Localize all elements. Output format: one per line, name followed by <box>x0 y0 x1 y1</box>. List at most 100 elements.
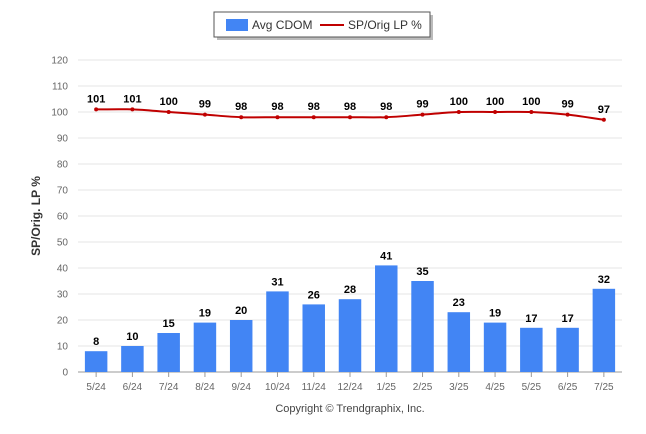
line-data-label: 101 <box>123 93 141 105</box>
bar-data-label: 19 <box>489 308 501 320</box>
y-tick-label: 110 <box>52 82 68 93</box>
line-point <box>529 110 534 114</box>
bar-data-label: 28 <box>344 284 356 296</box>
bar-data-label: 17 <box>561 313 573 325</box>
legend: Avg CDOM SP/Orig LP % <box>213 11 433 40</box>
bar <box>520 327 543 372</box>
line-data-label: 98 <box>271 101 283 113</box>
x-tick-label: 6/25 <box>558 382 578 393</box>
line-point <box>565 112 570 117</box>
line-point <box>493 110 498 114</box>
x-axis-ticks: 5/24 6/24 7/24 8/24 9/24 10/24 11/24 12/24 1/25 2… <box>86 372 614 393</box>
x-tick-label: 6/24 <box>123 382 143 393</box>
y-tick-label: 50 <box>57 238 69 249</box>
bar <box>556 327 579 372</box>
x-tick-label: 5/25 <box>522 382 542 393</box>
bar-data-label: 17 <box>525 313 537 325</box>
line-data-label: 97 <box>598 104 610 116</box>
x-tick-label: 8/24 <box>195 382 215 393</box>
line-point <box>384 115 389 120</box>
y-tick-label: 90 <box>57 134 69 145</box>
bar <box>266 291 289 372</box>
line-point <box>239 115 244 120</box>
bar <box>302 304 325 372</box>
bar <box>157 333 180 372</box>
x-tick-label: 11/24 <box>302 382 327 393</box>
x-tick-label: 10/24 <box>265 382 290 393</box>
line-point <box>601 117 606 122</box>
line-data-label: 99 <box>561 99 573 111</box>
line-point <box>275 115 280 120</box>
bar <box>84 351 108 372</box>
copyright-footer: Copyright © Trendgraphix, Inc. <box>275 403 424 415</box>
line-data-labels: 101 101 100 99 98 98 98 98 98 99 100 100 100 99 97 <box>87 93 610 115</box>
y-tick-label: 80 <box>57 160 69 171</box>
bar-data-labels: 8 10 15 19 20 31 26 28 41 35 23 19 17 17 32 <box>93 250 610 348</box>
y-tick-label: 40 <box>57 264 69 275</box>
x-tick-label: 4/25 <box>485 382 505 393</box>
y-tick-label: 0 <box>62 368 68 379</box>
y-tick-label: 60 <box>57 212 69 223</box>
bar-series <box>84 265 616 372</box>
x-tick-label: 1/25 <box>377 382 397 393</box>
line-point <box>130 107 135 112</box>
y-tick-label: 120 <box>51 56 68 67</box>
bar <box>375 265 398 372</box>
line-point <box>166 110 171 114</box>
bar-data-label: 26 <box>308 289 320 301</box>
line-data-label: 98 <box>308 101 320 113</box>
bar <box>592 288 616 372</box>
bar <box>447 312 471 372</box>
x-tick-label: 7/24 <box>159 382 179 393</box>
bar <box>193 322 217 372</box>
line-data-label: 100 <box>522 96 540 108</box>
bar-data-label: 8 <box>93 336 99 348</box>
line-data-label: 99 <box>199 99 211 111</box>
line-data-label: 101 <box>87 93 105 105</box>
bar-data-label: 23 <box>453 297 465 309</box>
line-point <box>456 110 461 114</box>
x-tick-label: 5/24 <box>86 382 106 393</box>
line-point <box>311 115 316 120</box>
legend-bar-swatch <box>226 19 248 31</box>
y-tick-label: 70 <box>57 186 69 197</box>
bar-data-label: 15 <box>163 318 175 330</box>
x-tick-label: 7/25 <box>594 382 614 393</box>
bar-data-label: 41 <box>380 250 392 262</box>
bar <box>483 322 507 372</box>
line-data-label: 98 <box>344 101 356 113</box>
line-data-label: 99 <box>416 99 428 111</box>
y-tick-label: 10 <box>57 342 69 353</box>
line-data-label: 98 <box>235 101 247 113</box>
legend-line-label: SP/Orig LP % <box>348 18 422 32</box>
y-axis-label: SP/Orig. LP % <box>29 176 43 256</box>
line-data-label: 100 <box>486 96 504 108</box>
x-tick-label: 2/25 <box>413 382 433 393</box>
y-axis-ticks: 0 10 20 30 40 50 60 70 80 90 100 110 120 <box>51 56 68 379</box>
line-data-label: 100 <box>450 96 468 108</box>
line-point <box>420 112 425 117</box>
bar <box>121 346 144 372</box>
bar <box>229 320 253 372</box>
x-tick-label: 9/24 <box>231 382 251 393</box>
legend-bar-label: Avg CDOM <box>252 18 312 32</box>
bar-data-label: 10 <box>126 331 138 343</box>
line-series <box>94 107 606 122</box>
bar-data-label: 20 <box>235 305 247 317</box>
bar <box>338 299 362 372</box>
x-tick-label: 3/25 <box>449 382 469 393</box>
bar-data-label: 32 <box>598 274 610 286</box>
line-point <box>202 112 207 117</box>
line-data-label: 100 <box>159 96 177 108</box>
line-point <box>348 115 352 120</box>
bar-data-label: 19 <box>199 308 211 320</box>
x-tick-label: 12/24 <box>337 382 362 393</box>
y-tick-label: 100 <box>51 108 68 119</box>
line-point <box>94 107 99 112</box>
bar-data-label: 35 <box>416 266 428 278</box>
line-data-label: 98 <box>380 101 392 113</box>
bar <box>411 281 434 372</box>
bar-data-label: 31 <box>271 276 283 288</box>
y-tick-label: 30 <box>57 290 69 301</box>
